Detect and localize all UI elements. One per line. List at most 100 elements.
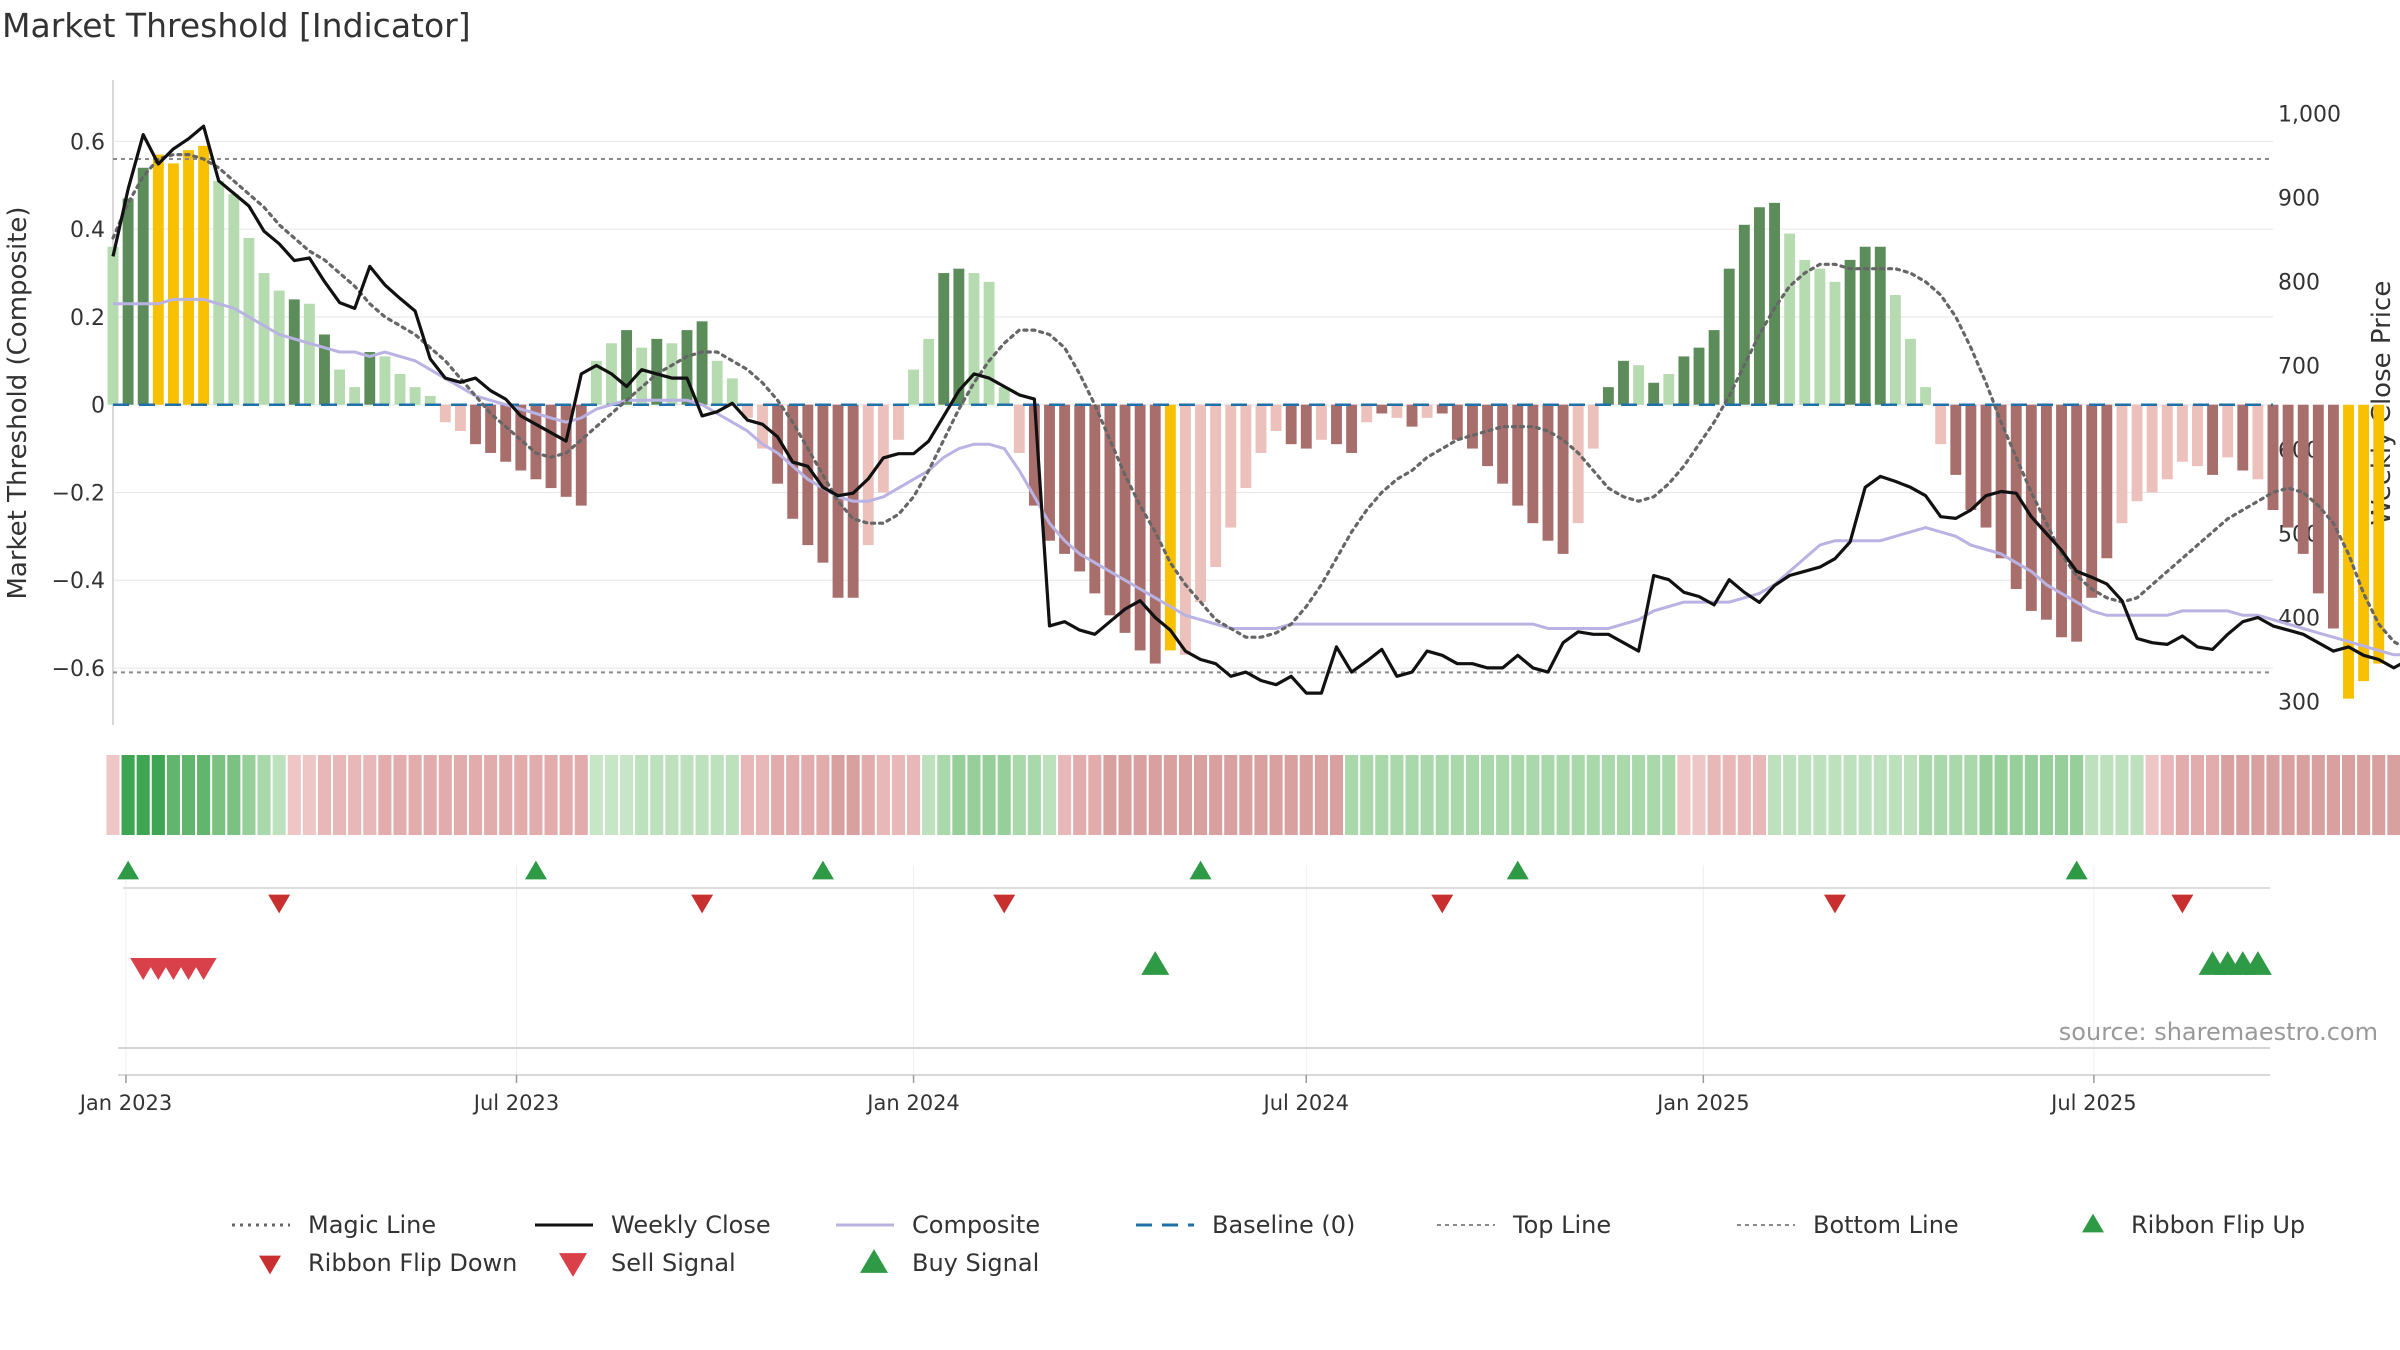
composite-bar [1618,360,1629,405]
x-tick-label: Jul 2024 [1262,1091,1349,1115]
ribbon-cell [227,755,241,835]
composite-bar [1950,404,1962,475]
legend-label: Ribbon Flip Down [308,1249,517,1277]
ribbon-cell [604,755,619,835]
composite-bar [908,369,919,405]
ribbon-cell [348,755,362,835]
ribbon-cell [620,755,634,835]
ribbon-cell [1858,755,1872,835]
ribbon-cell [1314,755,1328,835]
composite-bar [893,404,904,440]
ribbon-cell [876,755,890,835]
composite-bar [2176,404,2188,462]
composite-bar [364,352,376,405]
composite-bar [1451,404,1463,440]
composite-bar [213,180,225,405]
ribbon-cell [1662,755,1676,835]
buy-signal-marker [2243,951,2272,975]
composite-bar [711,360,723,405]
composite-bar [1829,281,1841,405]
composite-bar [1738,224,1750,405]
composite-bar [2312,404,2324,594]
ribbon-cell [891,755,906,835]
ribbon-cell [1465,755,1479,835]
ribbon-flip-up-marker [811,860,834,880]
weekly-close-line [111,124,2400,695]
composite-bar [666,343,678,405]
ribbon-cell [1254,755,1268,835]
ribbon-cell [1722,755,1736,835]
composite-bar [1995,404,2007,559]
composite-bar [2297,404,2309,554]
composite-bar [1300,404,1312,449]
y-tick-label: 0.2 [70,306,105,331]
composite-bar [424,395,436,405]
ribbon-cell [1027,755,1041,835]
ribbon-cell [1541,755,1555,835]
y2-tick-label: 800 [2278,271,2320,296]
legend-label: Ribbon Flip Up [2131,1211,2305,1239]
y-tick-label: −0.4 [52,569,105,594]
ribbon-cell [257,755,271,835]
ribbon-cell [1601,755,1615,835]
y2-tick-label: 900 [2278,187,2320,212]
ribbon-cell [1118,755,1132,835]
composite-bar [288,299,300,405]
ribbon-cell [1239,755,1253,835]
y2-tick-label: 1,000 [2278,103,2341,128]
composite-bar [1980,404,1992,528]
ribbon-cell [861,755,875,835]
legend-item: Weekly Close [535,1211,771,1239]
composite-bar [1799,259,1811,405]
ribbon-cell [831,755,845,835]
ribbon-cell [242,755,256,835]
composite-bar [1648,382,1660,405]
legend-swatch [860,1249,888,1273]
ribbon-cell [181,755,196,835]
ribbon-cell [1194,755,1208,835]
legend-label: Sell Signal [611,1249,736,1277]
ribbon-cell [1360,755,1374,835]
composite-bar [454,404,466,432]
y-tick-label: 0.4 [70,218,105,243]
composite-bar [394,373,406,405]
composite-bar [409,387,421,405]
composite-bar [1708,330,1720,405]
composite-bar [741,404,753,418]
ribbon-cell [1737,755,1751,835]
ribbon-cell [2357,755,2371,835]
composite-bar [1935,404,1947,445]
composite-bar [2222,404,2234,458]
ribbon-cell [710,755,724,835]
ribbon-cell [650,755,664,835]
ribbon-cell [1692,755,1706,835]
composite-bar [2192,404,2203,467]
x-tick-label: Jan 2025 [1655,1091,1750,1115]
composite-bar [1285,404,1297,445]
composite-bar [2116,404,2128,524]
ribbon-cell [1390,755,1404,835]
composite-bar [636,347,648,405]
ribbon-cell [2296,755,2310,835]
composite-bar [470,404,481,445]
composite-bar [1331,404,1342,445]
ribbon-cell [2024,755,2038,835]
ribbon-cell [2251,755,2265,835]
ribbon-cell [136,755,150,835]
source-credit: source: sharemaestro.com [2059,1018,2378,1046]
composite-bar [1920,387,1932,405]
composite-bar [1467,404,1478,449]
ribbon-cell [1058,755,1072,835]
ribbon-cell [212,755,226,835]
composite-bar [1195,404,1206,603]
composite-bar [1602,387,1614,405]
ribbon-cell [302,755,316,835]
ribbon-cell [1284,755,1298,835]
ribbon-cell [468,755,483,835]
ribbon-cell [1752,755,1766,835]
ribbon-cell [1994,755,2008,835]
composite-bar [1119,404,1131,633]
ribbon-cell [2326,755,2340,835]
